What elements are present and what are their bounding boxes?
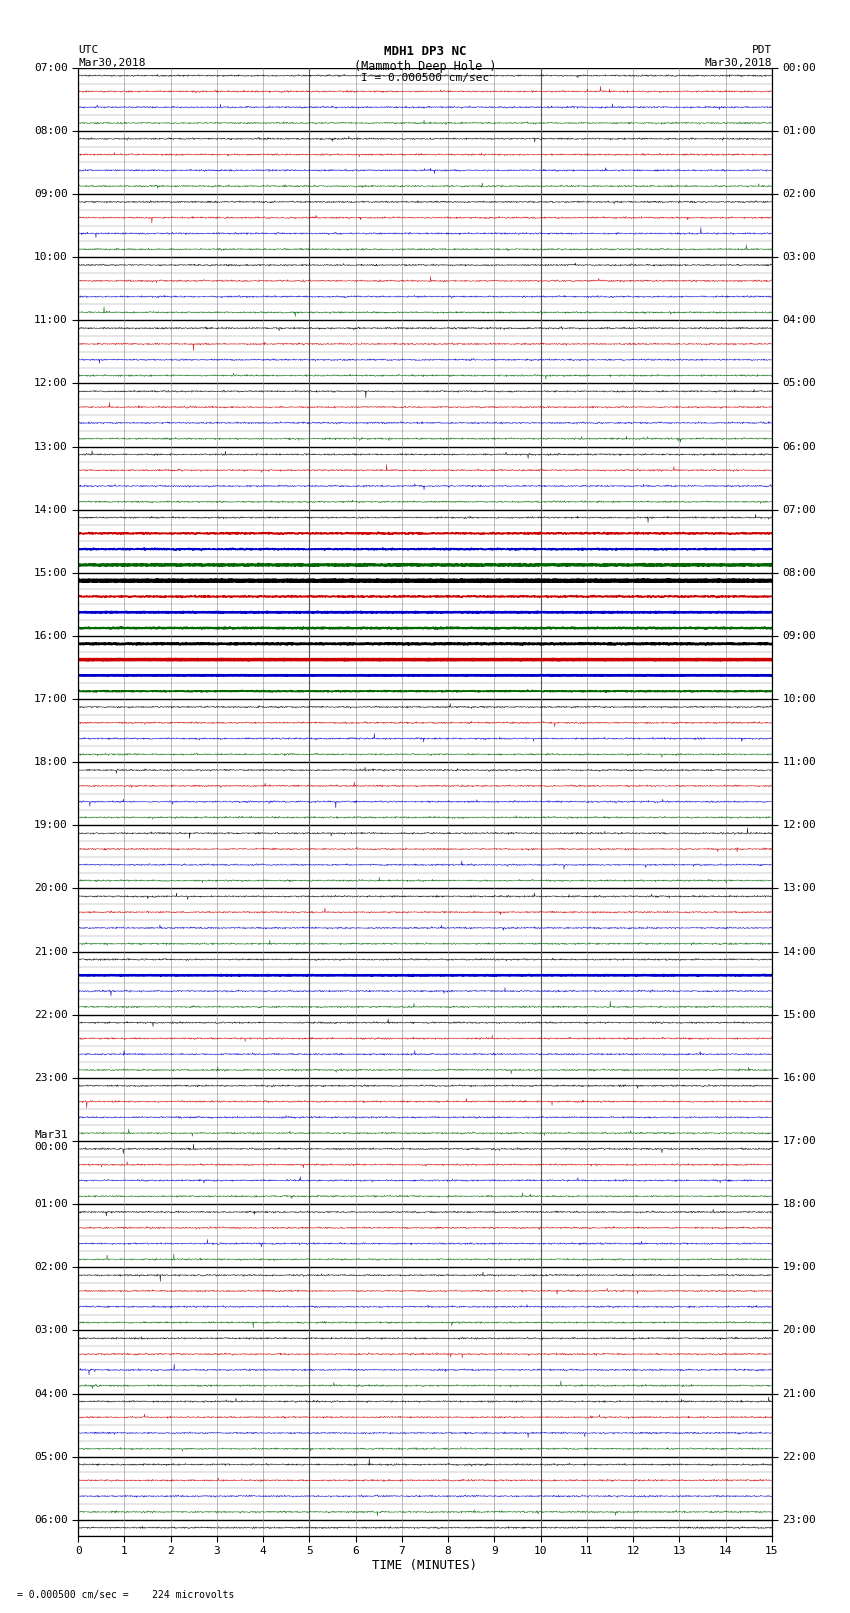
Text: Mar30,2018: Mar30,2018 bbox=[705, 58, 772, 68]
Text: Mar30,2018: Mar30,2018 bbox=[78, 58, 145, 68]
Text: = 0.000500 cm/sec =    224 microvolts: = 0.000500 cm/sec = 224 microvolts bbox=[17, 1590, 235, 1600]
Text: MDH1 DP3 NC: MDH1 DP3 NC bbox=[383, 45, 467, 58]
Text: I = 0.000500 cm/sec: I = 0.000500 cm/sec bbox=[361, 73, 489, 82]
Text: (Mammoth Deep Hole ): (Mammoth Deep Hole ) bbox=[354, 60, 496, 73]
X-axis label: TIME (MINUTES): TIME (MINUTES) bbox=[372, 1558, 478, 1571]
Text: PDT: PDT bbox=[751, 45, 772, 55]
Text: UTC: UTC bbox=[78, 45, 99, 55]
